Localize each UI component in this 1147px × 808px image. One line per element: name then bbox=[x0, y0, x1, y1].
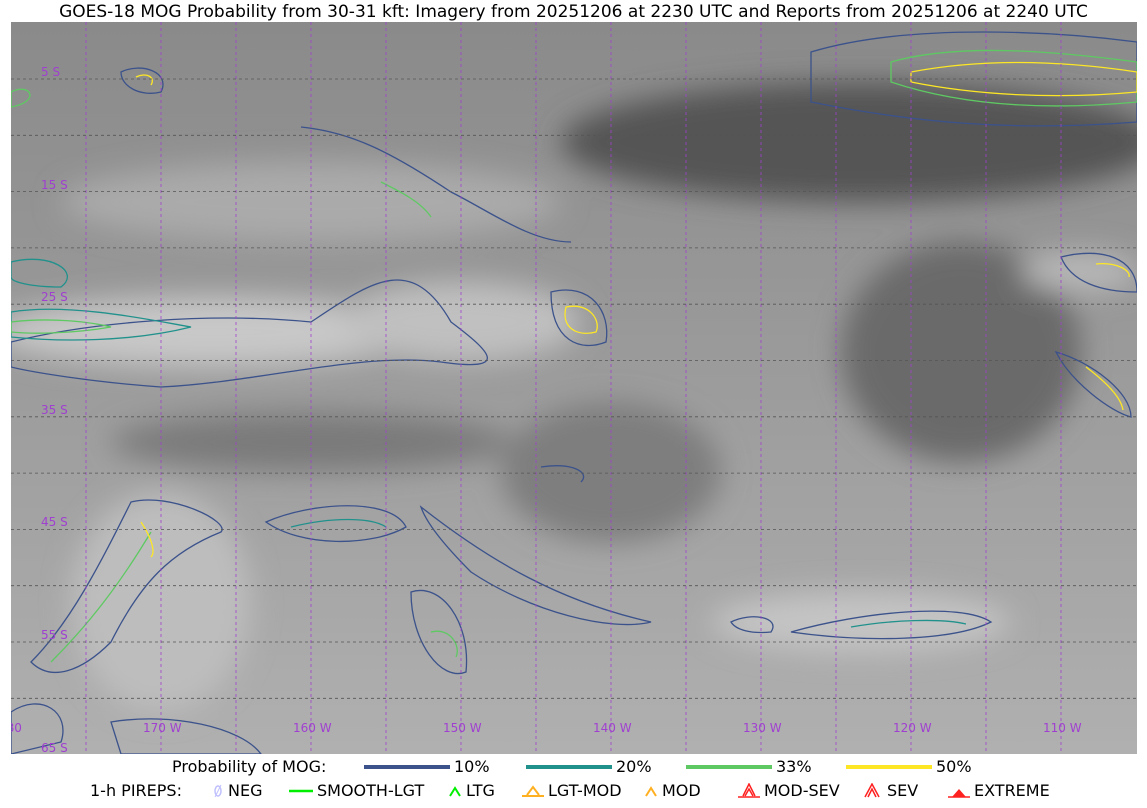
longitude-label: 160 W bbox=[293, 721, 332, 735]
probability-level-label: 20% bbox=[616, 757, 652, 776]
water-vapor-imagery bbox=[11, 22, 1137, 754]
latitude-label: 65 S bbox=[41, 740, 68, 754]
satellite-map: 5 S 15 S 25 S 35 S 45 S 55 S 65 S 180 170 W 160 W… bbox=[11, 22, 1137, 754]
dash-icon bbox=[289, 783, 313, 799]
latitude-label: 45 S bbox=[41, 515, 68, 530]
probability-level-label: 33% bbox=[776, 757, 812, 776]
pirep-legend-item: SMOOTH-LGT bbox=[289, 781, 424, 800]
pirep-label: EXTREME bbox=[974, 781, 1050, 800]
pirep-label: LTG bbox=[466, 781, 495, 800]
contour-swatch bbox=[526, 764, 612, 769]
map-title: GOES-18 MOG Probability from 30-31 kft: … bbox=[59, 2, 1088, 22]
pirep-label: SEV bbox=[887, 781, 919, 800]
longitude-label: 170 W bbox=[143, 721, 182, 735]
lat-lon-grid bbox=[11, 22, 1137, 754]
latitude-label: 5 S bbox=[41, 65, 61, 79]
filled-triangle-icon bbox=[948, 783, 970, 799]
longitude-label: 140 W bbox=[593, 721, 632, 735]
pirep-label: MOD-SEV bbox=[764, 781, 840, 800]
longitude-label: 120 W bbox=[893, 721, 932, 735]
pirep-legend-item: LGT-MOD bbox=[522, 781, 622, 800]
pirep-legend-item: SEV bbox=[861, 781, 918, 800]
latitude-label: 55 S bbox=[41, 628, 68, 642]
longitude-label: 180 bbox=[11, 721, 22, 735]
null-circle-icon bbox=[212, 783, 224, 799]
contour-swatch bbox=[846, 764, 932, 769]
pirep-legend-item: EXTREME bbox=[948, 781, 1050, 800]
longitude-label: 130 W bbox=[743, 721, 782, 735]
pirep-legend-item: MOD-SEV bbox=[738, 781, 840, 800]
pirep-label: LGT-MOD bbox=[548, 781, 622, 800]
caret-bar-icon bbox=[522, 783, 544, 799]
cloud-features bbox=[11, 82, 1137, 712]
probability-legend-title: Probability of MOG: bbox=[172, 757, 327, 776]
probability-level-label: 50% bbox=[936, 757, 972, 776]
caret-icon bbox=[644, 783, 658, 799]
latitude-label: 15 S bbox=[41, 177, 68, 192]
contour-swatch bbox=[686, 764, 772, 769]
probability-legend-item: 20% bbox=[526, 757, 652, 776]
pirep-label: SMOOTH-LGT bbox=[317, 781, 425, 800]
pirep-legend-item: NEG bbox=[212, 781, 262, 800]
contour-swatch bbox=[364, 764, 450, 769]
probability-legend-item: 50% bbox=[846, 757, 972, 776]
pireps-legend-title: 1-h PIREPS: bbox=[90, 781, 182, 800]
latitude-label: 25 S bbox=[41, 290, 68, 305]
double-caret-bar-icon bbox=[738, 782, 760, 799]
pirep-label: NEG bbox=[228, 781, 263, 800]
latitude-label: 35 S bbox=[41, 402, 68, 417]
pirep-legend-item: LTG bbox=[448, 781, 495, 800]
pirep-label: MOD bbox=[662, 781, 701, 800]
pirep-legend-item: MOD bbox=[644, 781, 701, 800]
probability-legend-item: 10% bbox=[364, 757, 490, 776]
probability-legend-item: 33% bbox=[686, 757, 812, 776]
longitude-label: 150 W bbox=[443, 721, 482, 735]
caret-icon bbox=[448, 783, 462, 799]
double-caret-icon bbox=[861, 782, 883, 799]
probability-level-label: 10% bbox=[454, 757, 490, 776]
longitude-label: 110 W bbox=[1043, 721, 1082, 735]
